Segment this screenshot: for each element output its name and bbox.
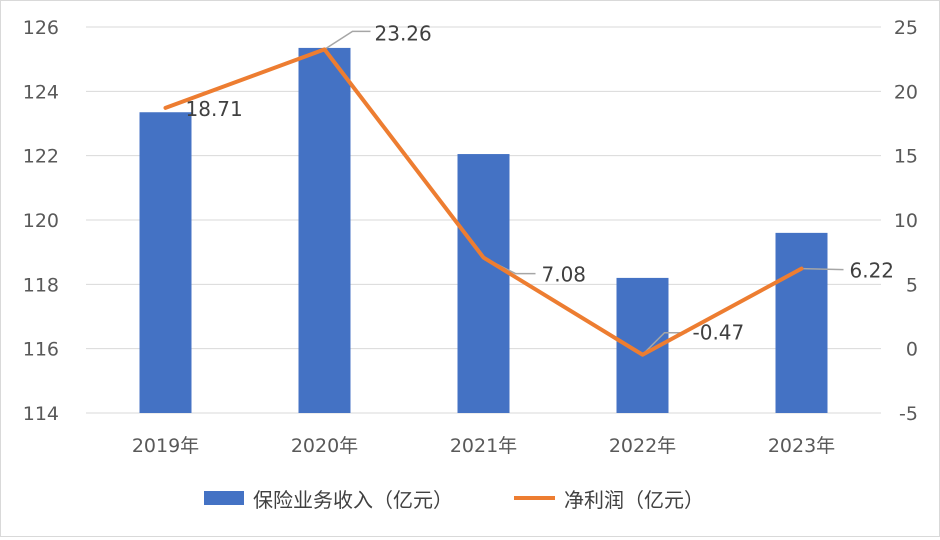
legend-swatch-bar — [204, 491, 244, 505]
y-axis-left: 126 124 122 120 118 116 114 — [23, 17, 59, 425]
y-right-tick-label: 25 — [894, 17, 918, 39]
bar — [299, 48, 351, 413]
data-label: 6.22 — [850, 259, 895, 283]
y-left-tick-label: 126 — [23, 17, 59, 39]
x-axis: 2019年 2020年 2021年 2022年 2023年 — [132, 435, 835, 457]
legend-label-line: 净利润（亿元） — [564, 488, 704, 512]
y-right-tick-label: 10 — [894, 210, 918, 232]
y-right-tick-label: -5 — [899, 403, 918, 425]
y-left-tick-label: 116 — [23, 339, 59, 361]
legend: 保险业务收入（亿元） 净利润（亿元） — [204, 488, 704, 512]
y-left-tick-label: 122 — [23, 146, 59, 168]
y-right-tick-label: 15 — [894, 146, 918, 168]
bar — [776, 233, 828, 413]
legend-label-bar: 保险业务收入（亿元） — [253, 488, 453, 512]
bar — [140, 112, 192, 413]
data-label: 23.26 — [375, 21, 432, 45]
x-tick-label: 2020年 — [291, 435, 358, 457]
y-left-tick-label: 114 — [23, 403, 59, 425]
data-label-leaders — [325, 31, 844, 354]
bar — [458, 154, 510, 413]
y-right-tick-label: 5 — [906, 274, 918, 296]
y-left-tick-label: 118 — [23, 274, 59, 296]
y-right-tick-label: 0 — [906, 339, 918, 361]
y-axis-right: 25 20 15 10 5 0 -5 — [894, 17, 918, 425]
y-right-tick-label: 20 — [894, 81, 918, 103]
data-label: -0.47 — [693, 321, 745, 345]
x-tick-label: 2021年 — [450, 435, 517, 457]
x-tick-label: 2022年 — [609, 435, 676, 457]
data-label-leader — [325, 31, 371, 49]
y-left-tick-label: 124 — [23, 81, 59, 103]
data-label: 7.08 — [542, 263, 587, 287]
x-tick-label: 2023年 — [768, 435, 835, 457]
data-label: 18.71 — [186, 97, 243, 121]
y-left-tick-label: 120 — [23, 210, 59, 232]
x-tick-label: 2019年 — [132, 435, 199, 457]
data-label-leader — [802, 269, 844, 270]
